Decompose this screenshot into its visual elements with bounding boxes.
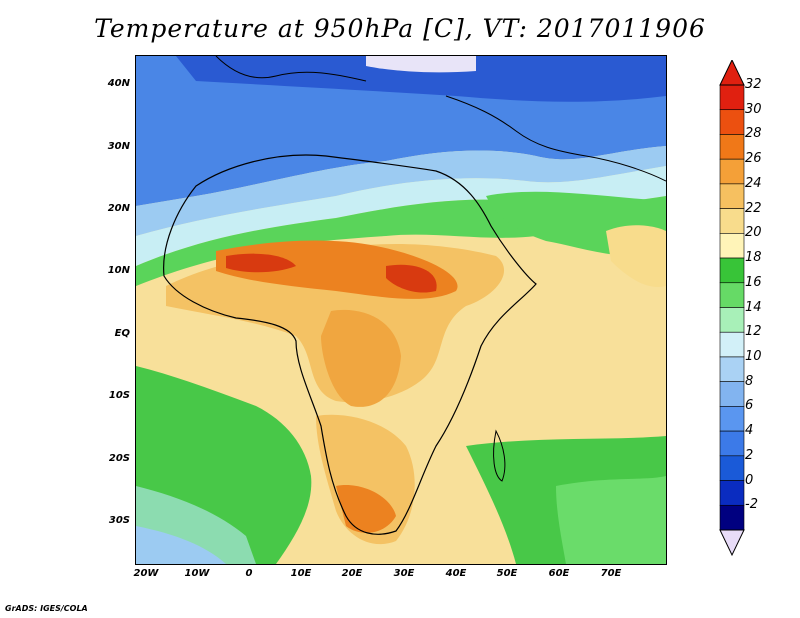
colorbar-tick-label: 4 xyxy=(745,423,754,439)
colorbar-swatch xyxy=(719,134,745,160)
lon-label-40e: 40E xyxy=(445,568,467,579)
colorbar-tick-label: 0 xyxy=(745,472,754,488)
warm-congo-basin xyxy=(321,309,401,407)
madagascar-outline xyxy=(493,429,506,482)
cold-atlantic-south xyxy=(136,526,226,564)
colorbar-swatch xyxy=(719,257,745,284)
colorbar-swatch xyxy=(719,331,745,358)
colorbar-swatch xyxy=(719,183,745,209)
colorbar-swatch xyxy=(719,109,745,135)
colorbar-tick-label: 24 xyxy=(745,175,762,191)
colorbar-bottom-arrow xyxy=(719,529,745,557)
lon-label-30e: 30E xyxy=(393,568,415,579)
colorbar-swatch xyxy=(719,307,745,333)
lon-label-60e: 60E xyxy=(548,568,570,579)
colorbar-swatch xyxy=(719,84,745,111)
colorbar-tick-label: 26 xyxy=(745,151,762,167)
lat-label-30n: 30N xyxy=(107,141,130,152)
colorbar-swatch xyxy=(719,430,745,457)
lat-label-20s: 20S xyxy=(108,453,130,464)
chart-title: Temperature at 950hPa [C], VT: 201701190… xyxy=(94,14,706,43)
colorbar-tick-label: 6 xyxy=(745,398,754,414)
colorbar-swatch xyxy=(719,381,745,407)
hot-southern-africa xyxy=(336,485,396,533)
colorbar-swatch xyxy=(719,208,745,234)
lon-label-10e: 10E xyxy=(290,568,312,579)
mild-band xyxy=(136,166,666,266)
colorbar-swatch xyxy=(719,480,745,506)
hot-spot-east xyxy=(386,264,437,293)
lat-label-20n: 20N xyxy=(107,203,130,214)
colorbar-tick-label: 2 xyxy=(745,447,754,463)
colorbar-tick-label: -2 xyxy=(745,497,758,513)
colorbar xyxy=(719,60,745,557)
temperature-field xyxy=(136,56,666,564)
lon-label-70e: 70E xyxy=(600,568,622,579)
warm-india xyxy=(606,225,666,287)
colorbar-swatch xyxy=(719,282,745,308)
lat-label-10n: 10N xyxy=(107,265,130,276)
colorbar-swatch xyxy=(719,158,745,185)
colorbar-tick-label: 20 xyxy=(745,225,762,241)
map-plot-area xyxy=(135,55,667,565)
colorbar-tick-label: 28 xyxy=(745,126,762,142)
colorbar-tick-label: 16 xyxy=(745,274,762,290)
colorbar-swatch xyxy=(719,504,745,531)
lon-label-20w: 20W xyxy=(133,568,159,579)
colorbar-top-arrow xyxy=(719,60,745,86)
cool-band xyxy=(136,146,666,236)
cold-core-north xyxy=(176,56,666,102)
africa-outline xyxy=(163,154,537,535)
colorbar-swatch xyxy=(719,356,745,382)
colorbar-swatch xyxy=(719,455,745,481)
colorbar-swatch xyxy=(719,233,745,259)
colorbar-tick-label: 14 xyxy=(745,299,762,315)
lat-label-30s: 30S xyxy=(108,515,130,526)
colorbar-tick-label: 18 xyxy=(745,250,762,266)
lat-label-40n: 40N xyxy=(107,78,130,89)
colorbar-tick-label: 12 xyxy=(745,324,762,340)
colorbar-tick-label: 10 xyxy=(745,348,762,364)
colorbar-tick-label: 32 xyxy=(745,77,762,92)
lon-label-20e: 20E xyxy=(341,568,363,579)
coastline-mideast xyxy=(445,95,666,182)
colorbar-tick-label: 30 xyxy=(745,101,762,117)
lat-label-eq: EQ xyxy=(114,328,130,339)
lon-label-50e: 50E xyxy=(496,568,518,579)
colorbar-tick-label: 22 xyxy=(745,200,762,216)
coastline-europe xyxy=(215,56,367,82)
lat-label-10s: 10S xyxy=(108,390,130,401)
hot-spot-west xyxy=(226,253,296,273)
cold-peak xyxy=(366,56,476,73)
grads-credit: GrADS: IGES/COLA xyxy=(5,604,88,613)
green-indian-core xyxy=(556,476,666,564)
colorbar-swatch xyxy=(719,406,745,432)
lon-label-10w: 10W xyxy=(184,568,210,579)
lon-label-0: 0 xyxy=(245,568,253,579)
colorbar-tick-label: 8 xyxy=(745,373,754,389)
